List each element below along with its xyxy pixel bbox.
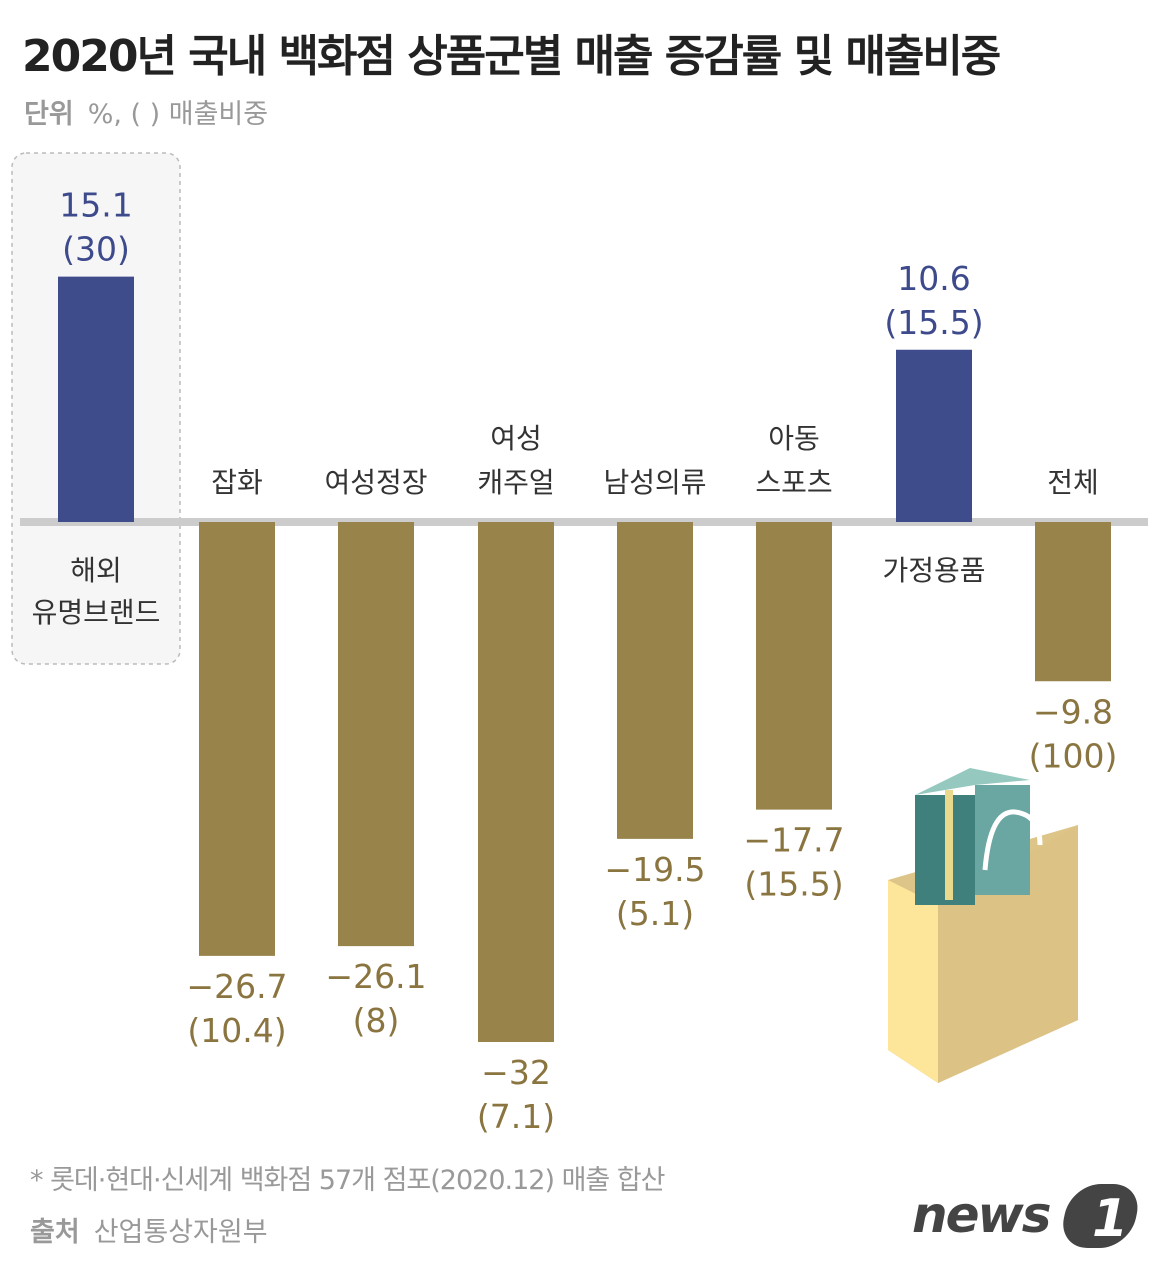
source-caption: 출처 산업통상자원부 xyxy=(30,1210,268,1249)
category-label: 해외 xyxy=(70,554,122,587)
value-label: −17.7 xyxy=(743,821,844,860)
category-label: 남성의류 xyxy=(603,466,706,499)
news1-logo: news 1 xyxy=(912,1184,1138,1249)
baseline xyxy=(20,518,1148,526)
value-label: −19.5 xyxy=(604,850,705,889)
bar xyxy=(199,522,275,956)
category-label: 여성정장 xyxy=(324,466,427,499)
unit-caption: 단위 %, ( ) 매출비중 xyxy=(24,92,268,131)
page-title: 2020년 국내 백화점 상품군별 매출 증감률 및 매출비중 xyxy=(22,31,1001,82)
share-label: (100) xyxy=(1029,736,1118,775)
bar xyxy=(896,349,972,522)
value-label: 15.1 xyxy=(59,186,132,225)
unit-text: %, ( ) 매출비중 xyxy=(87,99,269,130)
category-label: 전체 xyxy=(1047,466,1099,499)
source-label: 출처 xyxy=(30,1217,80,1248)
value-label: 10.6 xyxy=(897,259,970,298)
category-label: 유명브랜드 xyxy=(32,596,161,629)
shopping-bag-icon xyxy=(945,790,953,900)
category-label: 아동 xyxy=(768,422,820,455)
shopping-bag-icon xyxy=(975,785,1030,895)
category-label: 스포츠 xyxy=(755,466,832,499)
share-label: (30) xyxy=(62,230,130,269)
value-label: −26.7 xyxy=(186,967,287,1006)
category-label: 가정용품 xyxy=(882,554,985,587)
svg-text:news: news xyxy=(912,1186,1050,1244)
share-label: (8) xyxy=(353,1001,400,1040)
shopping-bag-icon xyxy=(888,880,938,1083)
shopping-bag-icon xyxy=(915,768,1030,795)
bar xyxy=(338,522,414,947)
share-label: (5.1) xyxy=(616,894,694,933)
source-text: 산업통상자원부 xyxy=(93,1217,268,1248)
category-label: 여성 xyxy=(490,422,542,455)
value-label: −26.1 xyxy=(325,957,426,996)
bar xyxy=(1035,522,1111,682)
footnote: * 롯데·현대·신세계 백화점 57개 점포(2020.12) 매출 합산 xyxy=(30,1165,666,1196)
bar xyxy=(617,522,693,839)
share-label: (7.1) xyxy=(477,1097,555,1136)
category-label: 잡화 xyxy=(211,466,263,499)
bar xyxy=(58,276,134,522)
bar xyxy=(756,522,832,810)
value-label: −32 xyxy=(481,1053,551,1092)
bar xyxy=(478,522,554,1042)
category-label: 캐주얼 xyxy=(477,466,554,499)
value-label: −9.8 xyxy=(1033,692,1113,731)
share-label: (15.5) xyxy=(744,865,843,904)
share-label: (10.4) xyxy=(187,1011,286,1050)
share-label: (15.5) xyxy=(884,303,983,342)
unit-label: 단위 xyxy=(24,99,74,130)
svg-text:1: 1 xyxy=(1092,1189,1128,1249)
shopping-bag-icon xyxy=(982,809,1043,871)
